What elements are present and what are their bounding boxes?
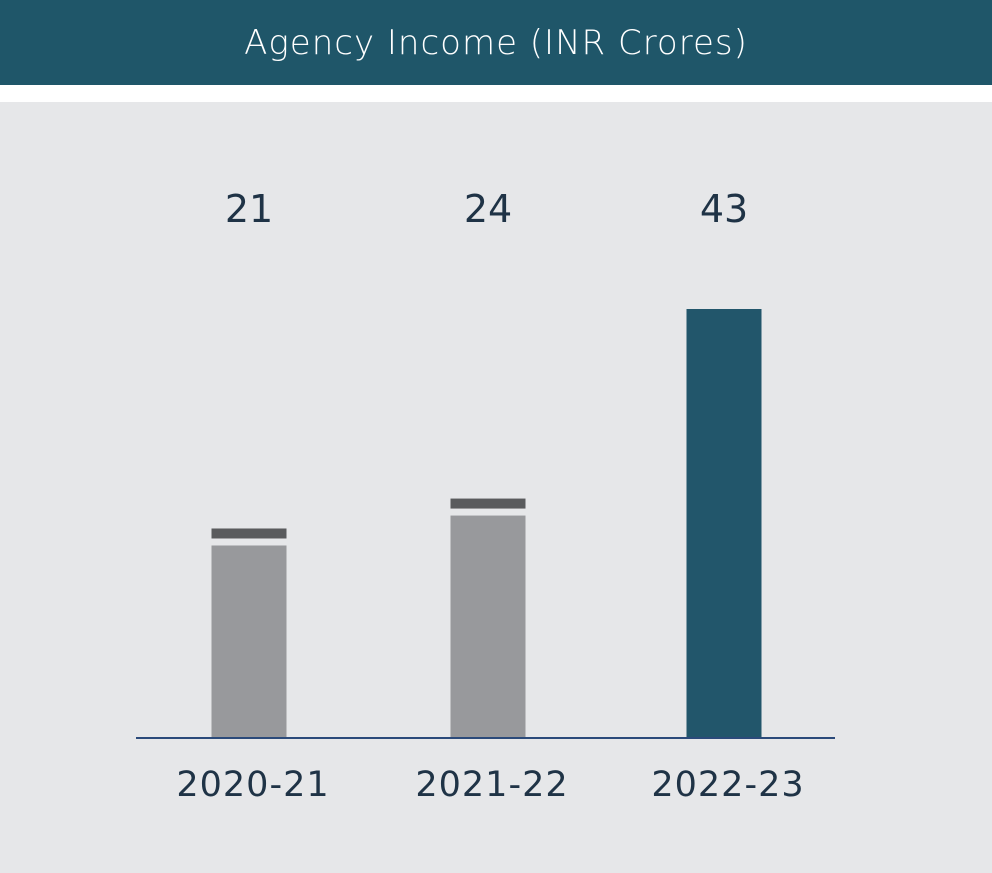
bar-cap-2020-21: [211, 528, 287, 539]
bar-2022-23: [686, 309, 762, 738]
chart-title: Agency Income (INR Crores): [244, 22, 748, 63]
bar-2020-21: [211, 545, 287, 738]
value-label: 24: [464, 187, 512, 231]
x-tick-label: 2022-23: [651, 765, 804, 805]
value-label: 43: [700, 187, 748, 231]
bar-cap-2021-22: [450, 498, 526, 509]
x-tick-label: 2021-22: [415, 765, 568, 805]
chart-header: Agency Income (INR Crores): [0, 0, 992, 85]
x-tick-label: 2020-21: [176, 765, 329, 805]
value-label: 21: [225, 187, 273, 231]
bar-2021-22: [450, 515, 526, 738]
chart-panel: [0, 102, 992, 873]
